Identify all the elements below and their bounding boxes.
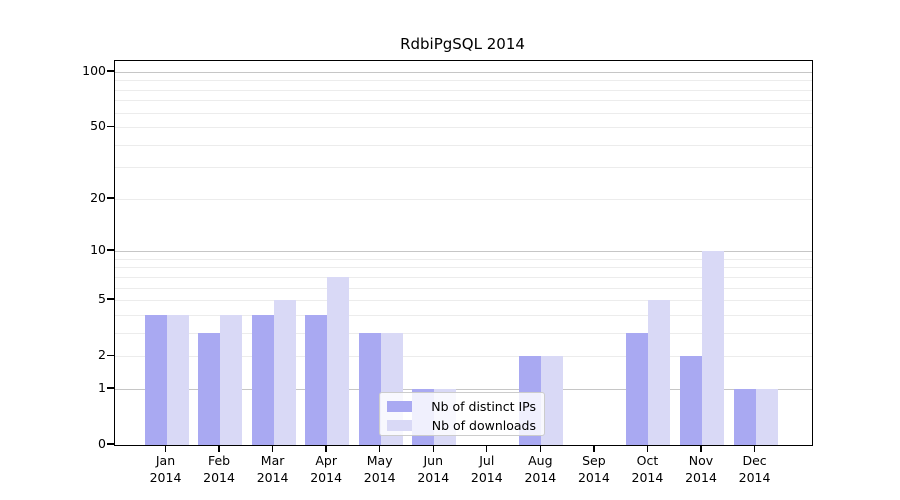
- y-tick-label-50: 50: [90, 118, 106, 134]
- minor-gridline-9: [115, 258, 812, 260]
- y-tick-label-10: 10: [90, 242, 106, 258]
- legend-swatch-distinct-ips: [387, 401, 412, 412]
- major-gridline-100: [115, 72, 812, 73]
- bar-nov-distinct-ips: [680, 356, 702, 445]
- bar-apr-downloads: [327, 276, 350, 445]
- x-tick-label-mar: Mar 2014: [256, 453, 289, 485]
- y-tick-label-1: 1: [98, 379, 106, 395]
- bar-nov-downloads: [702, 251, 724, 445]
- bar-aug-downloads: [541, 356, 564, 445]
- legend-item-distinct-ips: Nb of distinct IPs: [387, 398, 536, 415]
- minor-gridline-4: [115, 314, 812, 316]
- bar-feb-distinct-ips: [198, 333, 221, 445]
- bar-oct-downloads: [648, 300, 671, 445]
- x-tick-mark-dec: [753, 445, 756, 452]
- minor-gridline-7: [115, 276, 812, 278]
- bar-dec-distinct-ips: [733, 389, 756, 445]
- x-tick-mark-mar: [271, 445, 274, 452]
- minor-gridline-6: [115, 287, 812, 289]
- legend-label-downloads: Nb of downloads: [431, 417, 536, 433]
- x-tick-mark-aug: [539, 445, 542, 452]
- bar-jan-downloads: [166, 314, 189, 445]
- x-tick-mark-apr: [325, 445, 327, 452]
- y-tick-label-5: 5: [98, 291, 106, 307]
- x-tick-mark-nov: [700, 445, 702, 452]
- x-tick-mark-jun: [432, 445, 434, 452]
- legend: Nb of distinct IPs Nb of downloads: [379, 392, 545, 436]
- plot-area: [114, 60, 813, 446]
- bars-layer: [115, 61, 812, 445]
- legend-item-downloads: Nb of downloads: [387, 417, 536, 434]
- x-tick-mark-jan: [164, 445, 167, 452]
- minor-gridline-50: [115, 127, 812, 129]
- bar-mar-distinct-ips: [251, 314, 274, 445]
- major-gridline-1: [115, 388, 812, 390]
- bar-apr-distinct-ips: [305, 314, 328, 445]
- y-tick-label-0: 0: [98, 436, 106, 451]
- x-tick-label-sep: Sep 2014: [577, 453, 610, 485]
- y-tick-label-20: 20: [90, 189, 106, 205]
- y-tick-mark-1: [107, 387, 114, 389]
- y-tick-mark-100: [107, 70, 114, 72]
- x-tick-label-aug: Aug 2014: [524, 453, 557, 485]
- minor-gridline-20: [115, 198, 812, 200]
- minor-gridline-70: [115, 100, 812, 102]
- x-tick-label-may: May 2014: [363, 453, 396, 485]
- x-tick-mark-jul: [486, 445, 488, 452]
- x-tick-label-jun: Jun 2014: [417, 453, 450, 485]
- y-tick-mark-0: [107, 443, 114, 445]
- minor-gridline-3: [115, 332, 812, 334]
- x-tick-mark-sep: [593, 445, 595, 452]
- bar-jan-distinct-ips: [144, 314, 167, 445]
- major-gridline-10: [115, 251, 812, 253]
- minor-gridline-60: [115, 112, 812, 114]
- x-tick-label-apr: Apr 2014: [310, 453, 343, 485]
- x-tick-label-nov: Nov 2014: [685, 453, 717, 485]
- legend-label-distinct-ips: Nb of distinct IPs: [431, 398, 536, 414]
- minor-gridline-40: [115, 144, 812, 146]
- x-tick-mark-feb: [218, 445, 220, 452]
- y-tick-mark-50: [107, 125, 114, 127]
- minor-gridline-90: [115, 80, 812, 82]
- minor-gridline-8: [115, 267, 812, 269]
- x-tick-label-jul: Jul 2014: [470, 453, 503, 485]
- y-tick-label-2: 2: [98, 347, 106, 363]
- y-tick-mark-20: [107, 197, 114, 199]
- minor-gridline-2: [115, 356, 812, 358]
- chart-title: RdbiPgSQL 2014: [400, 35, 525, 53]
- gridlines-layer: [115, 61, 812, 445]
- y-tick-mark-5: [107, 298, 114, 300]
- bar-feb-downloads: [220, 314, 243, 445]
- x-tick-mark-oct: [646, 445, 649, 452]
- bar-dec-downloads: [755, 389, 778, 445]
- y-tick-mark-2: [107, 354, 114, 356]
- x-tick-label-dec: Dec 2014: [738, 453, 771, 485]
- x-tick-label-oct: Oct 2014: [631, 453, 664, 485]
- bar-may-distinct-ips: [358, 333, 381, 445]
- x-tick-label-feb: Feb 2014: [203, 453, 235, 485]
- y-tick-label-100: 100: [82, 63, 106, 78]
- bar-mar-downloads: [273, 300, 296, 445]
- minor-gridline-30: [115, 167, 812, 169]
- x-tick-mark-may: [379, 445, 381, 452]
- x-tick-label-jan: Jan 2014: [149, 453, 182, 485]
- minor-gridline-80: [115, 89, 812, 91]
- legend-swatch-downloads: [387, 420, 412, 431]
- minor-gridline-5: [115, 300, 812, 302]
- bar-oct-distinct-ips: [626, 333, 649, 445]
- y-tick-mark-10: [107, 249, 114, 251]
